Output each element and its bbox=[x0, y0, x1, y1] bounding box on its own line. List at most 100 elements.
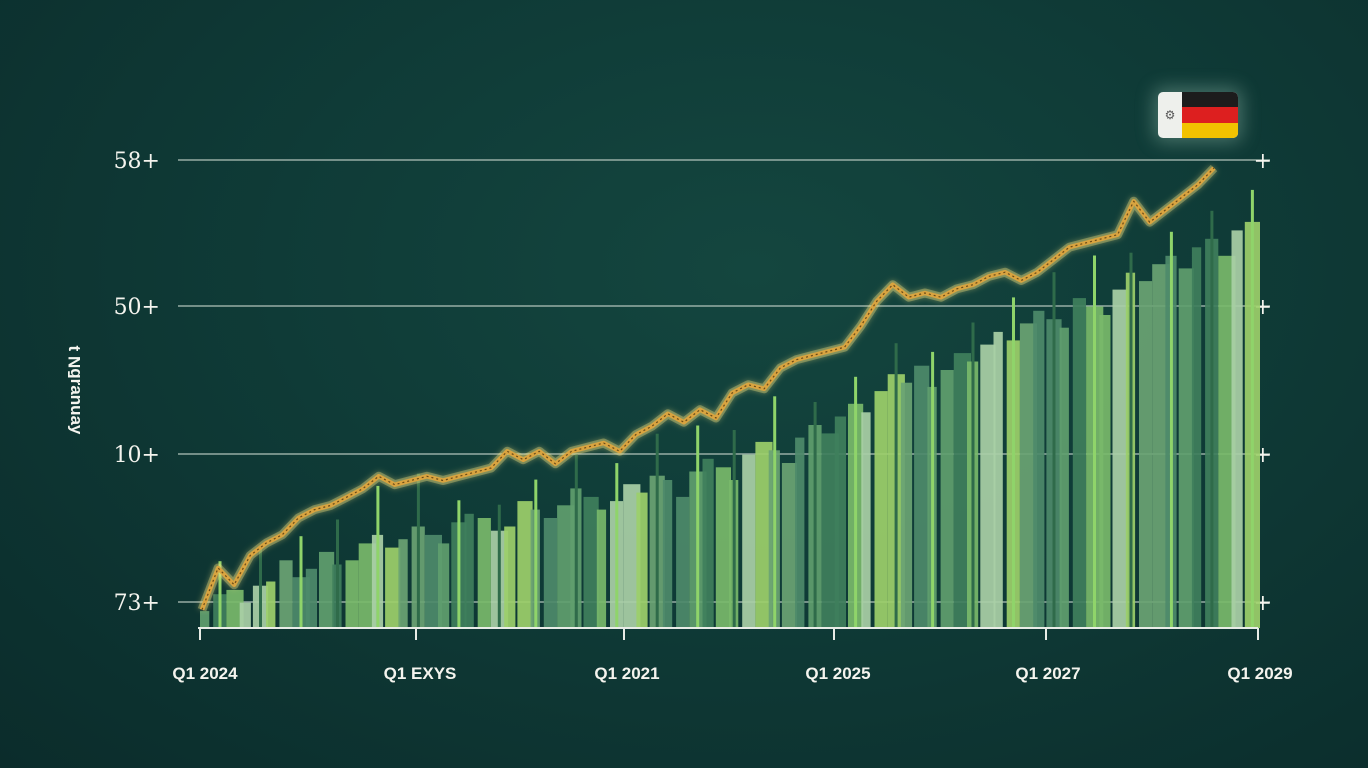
y-tick-label: 73+ bbox=[114, 591, 160, 616]
x-tick-label: Q1 2025 bbox=[805, 664, 870, 683]
y-tick-label: 50+ bbox=[114, 295, 160, 320]
bar-spike bbox=[534, 479, 538, 628]
bar bbox=[755, 441, 773, 628]
bar-spike bbox=[1169, 231, 1173, 629]
bar-spike bbox=[457, 500, 461, 629]
y-tick-mark-right: + bbox=[1254, 149, 1272, 174]
bar bbox=[239, 602, 251, 628]
bar bbox=[543, 518, 557, 628]
bar bbox=[914, 365, 930, 628]
bar-spike bbox=[1052, 272, 1056, 628]
bar bbox=[557, 505, 575, 628]
bar bbox=[1191, 247, 1202, 629]
bar bbox=[504, 526, 516, 628]
bar bbox=[438, 543, 450, 628]
x-tick-label: Q1 EXYS bbox=[384, 664, 457, 683]
bar-spike bbox=[894, 343, 898, 628]
bar-spike bbox=[497, 504, 501, 628]
flag-stripe-black bbox=[1182, 92, 1238, 108]
bar bbox=[821, 433, 839, 628]
bar-spike bbox=[1250, 189, 1254, 628]
bar-spike bbox=[1093, 255, 1096, 628]
x-tick-label: Q1 2029 bbox=[1227, 664, 1292, 683]
bar bbox=[1072, 298, 1086, 628]
x-tick-label: Q1 2027 bbox=[1015, 664, 1080, 683]
bar bbox=[345, 560, 359, 628]
bar-spike bbox=[696, 425, 700, 628]
bar bbox=[200, 611, 210, 628]
bar-spike bbox=[732, 430, 736, 628]
bar bbox=[980, 344, 996, 628]
y-axis-label: ʎɐnuɐɹƃN ʇ bbox=[65, 345, 84, 434]
flag-stripes bbox=[1182, 92, 1238, 138]
bar-spike bbox=[931, 351, 935, 628]
bar bbox=[596, 509, 607, 628]
bar bbox=[993, 331, 1003, 628]
bar bbox=[517, 501, 533, 628]
bar-spike bbox=[376, 485, 380, 628]
bar bbox=[1112, 289, 1128, 628]
x-tick-label: Q1 2024 bbox=[172, 664, 238, 683]
bar bbox=[1059, 327, 1069, 628]
bar bbox=[398, 539, 408, 628]
bar bbox=[279, 560, 293, 628]
bar bbox=[781, 463, 798, 628]
emblem-icon: ⚙ bbox=[1164, 108, 1176, 122]
bar bbox=[319, 551, 335, 628]
bar bbox=[742, 454, 756, 628]
y-tick-label: 10+ bbox=[114, 443, 160, 468]
bar-spike bbox=[1129, 252, 1133, 628]
bar bbox=[305, 568, 317, 628]
bar-spike bbox=[813, 402, 817, 628]
x-tick-label: Q1 2021 bbox=[594, 664, 659, 683]
y-tick-label: 58+ bbox=[114, 149, 160, 174]
bar-spike bbox=[773, 396, 777, 628]
bar-spike bbox=[655, 433, 659, 628]
bar bbox=[1033, 310, 1045, 629]
bar bbox=[1139, 281, 1153, 628]
bar-spike bbox=[615, 463, 619, 628]
bar bbox=[636, 492, 648, 628]
bar bbox=[795, 437, 805, 628]
trend-line bbox=[199, 166, 1216, 611]
bar-spike bbox=[416, 473, 420, 628]
bar bbox=[424, 534, 442, 628]
flag-stripe-gold bbox=[1182, 122, 1238, 138]
bar bbox=[385, 547, 401, 628]
bar bbox=[900, 382, 913, 628]
bar bbox=[1099, 315, 1111, 628]
bar-spike bbox=[336, 519, 339, 628]
bar bbox=[702, 458, 714, 628]
bar bbox=[477, 518, 491, 628]
bar bbox=[583, 496, 599, 628]
bar bbox=[662, 480, 673, 628]
bar bbox=[464, 513, 474, 628]
bar bbox=[676, 496, 690, 628]
bar bbox=[226, 589, 244, 628]
flag-stripe-red bbox=[1182, 107, 1238, 123]
bar-spike bbox=[854, 376, 858, 628]
bar-spike bbox=[1210, 210, 1214, 629]
bar bbox=[715, 467, 731, 628]
bar bbox=[358, 543, 376, 628]
bar bbox=[953, 353, 971, 628]
bar bbox=[1019, 323, 1038, 628]
bar-spike bbox=[299, 536, 303, 628]
bar-spike bbox=[218, 561, 222, 628]
bar bbox=[1231, 230, 1243, 628]
bar bbox=[861, 412, 871, 628]
bar-spike bbox=[971, 322, 975, 628]
germany-flag-icon: ⚙ bbox=[1158, 92, 1238, 138]
bar-spike bbox=[574, 454, 578, 628]
bar bbox=[1152, 264, 1170, 628]
bar bbox=[940, 370, 954, 628]
bar-spike bbox=[259, 548, 262, 628]
bar bbox=[623, 484, 641, 628]
bar bbox=[1178, 268, 1194, 628]
bar bbox=[1218, 255, 1236, 629]
bar bbox=[834, 416, 846, 628]
bar-spike bbox=[1012, 297, 1015, 628]
bar bbox=[874, 391, 888, 628]
